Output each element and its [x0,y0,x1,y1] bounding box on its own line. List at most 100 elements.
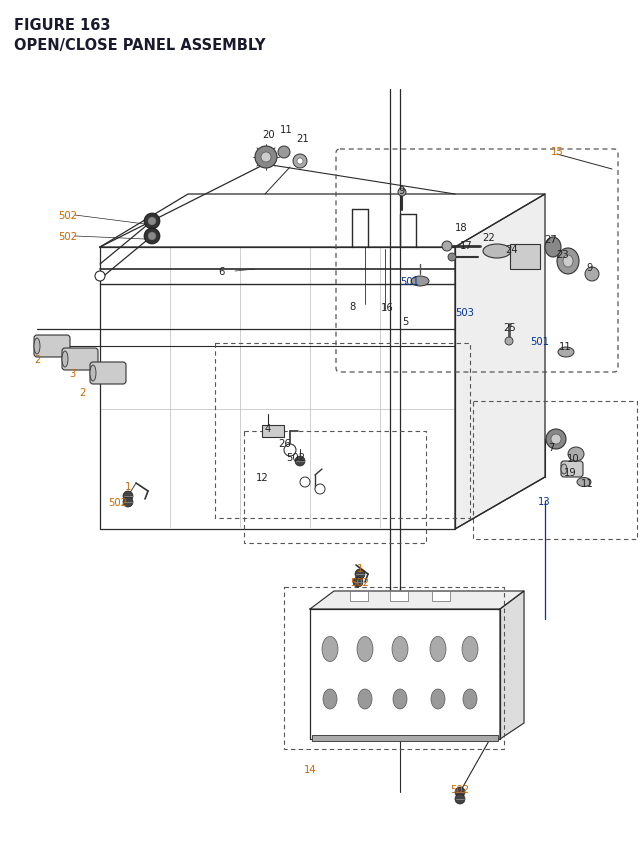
Circle shape [353,578,363,587]
Ellipse shape [90,366,96,381]
Bar [432,592,450,601]
Ellipse shape [430,637,446,662]
Text: 19: 19 [564,468,577,478]
Text: 1: 1 [125,481,131,492]
Text: 14: 14 [304,764,316,774]
Ellipse shape [431,689,445,709]
Text: 23: 23 [557,250,570,260]
Ellipse shape [463,689,477,709]
Circle shape [295,456,305,467]
Circle shape [546,430,566,449]
Bar [350,592,368,601]
Text: 4: 4 [265,424,271,433]
FancyBboxPatch shape [34,336,70,357]
Circle shape [448,254,456,262]
Text: 22: 22 [483,232,495,243]
Circle shape [455,794,465,804]
Ellipse shape [568,448,584,461]
Polygon shape [100,248,455,530]
Bar [215,344,470,518]
Circle shape [95,272,105,282]
Text: 2: 2 [79,387,85,398]
Ellipse shape [411,276,429,287]
Bar [284,587,504,749]
Text: 25: 25 [504,323,516,332]
Circle shape [455,787,465,797]
Text: FIGURE 163: FIGURE 163 [14,18,111,33]
Ellipse shape [483,245,511,258]
Text: 12: 12 [255,473,268,482]
Polygon shape [455,195,545,530]
Polygon shape [310,592,524,610]
Text: 15: 15 [550,147,563,157]
Bar [473,401,637,539]
Circle shape [505,338,513,345]
Polygon shape [100,195,545,248]
Circle shape [123,492,133,501]
Text: 10: 10 [566,454,579,463]
Circle shape [144,229,160,245]
Ellipse shape [261,152,271,163]
Circle shape [300,478,310,487]
Text: 27: 27 [545,235,557,245]
Ellipse shape [293,155,307,169]
Text: 24: 24 [506,245,518,255]
Text: 16: 16 [381,303,394,313]
Text: 502: 502 [58,211,77,220]
Ellipse shape [393,689,407,709]
Text: 13: 13 [538,497,550,506]
Text: 502: 502 [351,578,369,587]
Text: 501: 501 [401,276,419,287]
Text: 6: 6 [218,267,224,276]
Circle shape [148,218,156,226]
Circle shape [442,242,452,251]
FancyBboxPatch shape [561,461,583,478]
Text: 17: 17 [460,241,472,251]
Text: 3: 3 [69,369,75,379]
Ellipse shape [323,689,337,709]
Text: 502: 502 [109,498,127,507]
Ellipse shape [297,158,303,164]
Bar [312,735,498,741]
Text: 18: 18 [454,223,467,232]
Circle shape [123,498,133,507]
Ellipse shape [561,464,567,474]
Bar [244,431,426,543]
Text: 503: 503 [456,307,474,318]
Text: 7: 7 [548,443,554,453]
Ellipse shape [563,256,573,268]
FancyBboxPatch shape [90,362,126,385]
Circle shape [398,189,406,197]
Text: 1: 1 [357,563,363,573]
Text: 9: 9 [587,263,593,273]
Ellipse shape [557,249,579,275]
Circle shape [551,435,561,444]
Circle shape [355,569,365,579]
Ellipse shape [278,147,290,158]
Text: 11: 11 [580,479,593,488]
Ellipse shape [357,637,373,662]
Ellipse shape [322,637,338,662]
Circle shape [284,444,296,456]
Ellipse shape [545,238,561,257]
Ellipse shape [255,147,277,169]
Ellipse shape [358,689,372,709]
Text: OPEN/CLOSE PANEL ASSEMBLY: OPEN/CLOSE PANEL ASSEMBLY [14,38,266,53]
Bar [390,592,408,601]
Circle shape [585,268,599,282]
Circle shape [315,485,325,494]
Text: 21: 21 [296,133,309,144]
Text: 20: 20 [262,130,275,139]
Bar [262,425,284,437]
Polygon shape [310,610,500,739]
Polygon shape [510,245,540,269]
Ellipse shape [558,348,574,357]
Text: 502: 502 [58,232,77,242]
Text: 9: 9 [399,186,405,195]
Text: 502: 502 [451,784,470,794]
Ellipse shape [392,637,408,662]
Text: 2: 2 [34,355,40,364]
Text: 8: 8 [349,301,355,312]
FancyBboxPatch shape [62,349,98,370]
Text: 502: 502 [287,453,305,462]
